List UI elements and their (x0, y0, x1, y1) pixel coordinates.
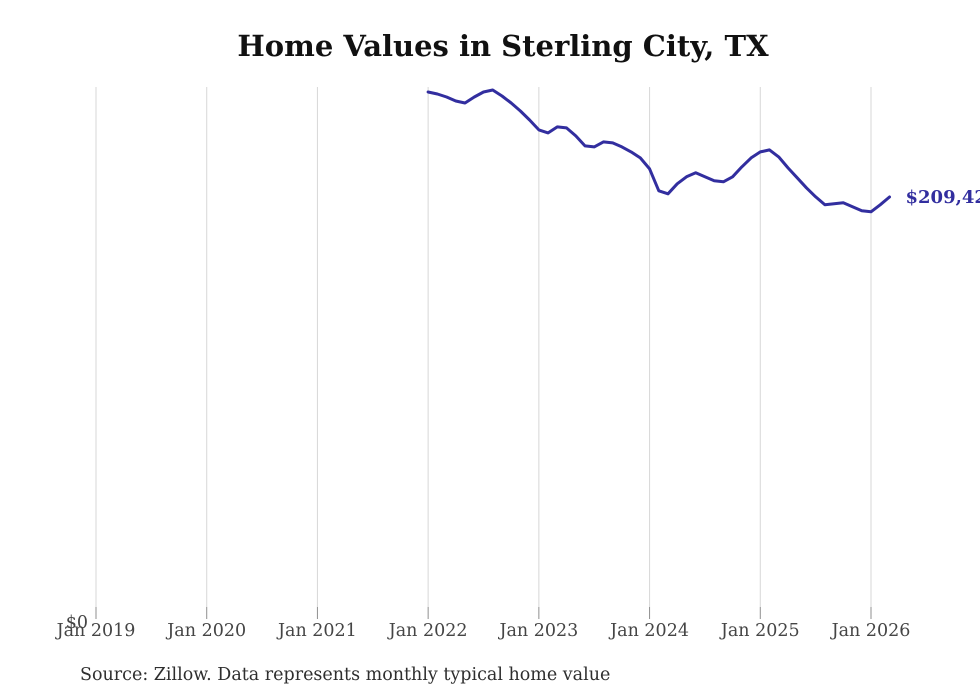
x-tick-label: Jan 2021 (276, 621, 357, 641)
value-line (426, 88, 891, 214)
x-tick-label: Jan 2026 (830, 621, 911, 641)
source-note: Source: Zillow. Data represents monthly … (80, 665, 611, 685)
x-tick-label: Jan 2025 (719, 621, 800, 641)
current-value-label: $209,421 (906, 187, 980, 208)
x-tick-label: Jan 2024 (608, 621, 689, 641)
y-tick-label: $0 (66, 613, 88, 633)
x-tick-label: Jan 2023 (497, 621, 578, 641)
x-tick-label: Jan 2019 (55, 621, 136, 641)
x-tick-label: Jan 2020 (165, 621, 246, 641)
x-tick-label: Jan 2022 (387, 621, 468, 641)
chart-title: Home Values in Sterling City, TX (237, 29, 769, 63)
